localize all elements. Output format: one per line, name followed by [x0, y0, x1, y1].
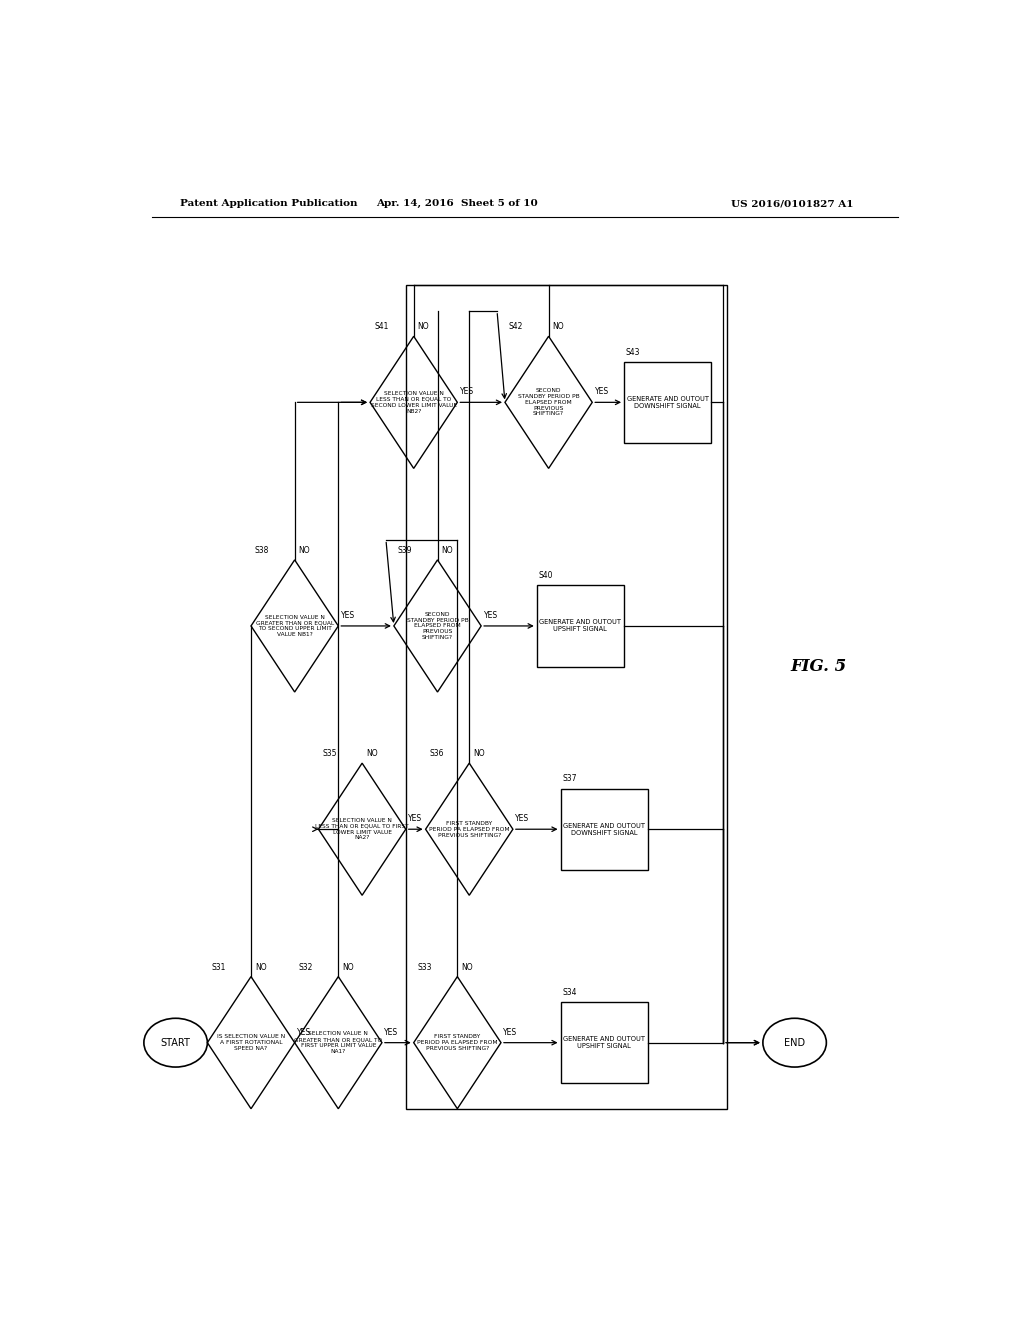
Bar: [560, 1002, 648, 1084]
Text: GENERATE AND OUTOUT
DOWNSHIFT SIGNAL: GENERATE AND OUTOUT DOWNSHIFT SIGNAL: [563, 822, 645, 836]
Text: S34: S34: [562, 987, 577, 997]
Text: NO: NO: [367, 748, 378, 758]
Text: FIRST STANDBY
PERIOD PA ELAPSED FROM
PREVIOUS SHIFTING?: FIRST STANDBY PERIOD PA ELAPSED FROM PRE…: [429, 821, 510, 837]
Text: NO: NO: [342, 962, 354, 972]
Text: S42: S42: [509, 322, 523, 331]
Text: FIRST STANDBY
PERIOD PA ELAPSED FROM
PREVIOUS SHIFTING?: FIRST STANDBY PERIOD PA ELAPSED FROM PRE…: [417, 1035, 498, 1051]
Text: SELECTION VALUE N
GREATER THAN OR EQUAL
TO SECOND UPPER LIMIT
VALUE NB1?: SELECTION VALUE N GREATER THAN OR EQUAL …: [256, 615, 334, 638]
Text: YES: YES: [341, 611, 354, 620]
Text: GENERATE AND OUTOUT
DOWNSHIFT SIGNAL: GENERATE AND OUTOUT DOWNSHIFT SIGNAL: [627, 396, 709, 409]
Text: S37: S37: [562, 775, 577, 784]
Text: START: START: [161, 1038, 190, 1048]
Text: YES: YES: [409, 814, 422, 824]
Text: END: END: [784, 1038, 805, 1048]
Bar: [406, 285, 727, 1109]
Text: S40: S40: [539, 572, 553, 581]
Text: SELECTION VALUE N
LESS THAN OR EQUAL TO FIRST
LOWER LIMIT VALUE
NA2?: SELECTION VALUE N LESS THAN OR EQUAL TO …: [315, 818, 409, 841]
Text: NO: NO: [441, 545, 453, 554]
Text: YES: YES: [515, 814, 529, 824]
Text: S35: S35: [323, 748, 337, 758]
Text: S32: S32: [299, 962, 313, 972]
Text: S39: S39: [397, 545, 413, 554]
Text: S36: S36: [430, 748, 444, 758]
Text: YES: YES: [483, 611, 498, 620]
Text: YES: YES: [460, 387, 474, 396]
Text: YES: YES: [504, 1027, 517, 1036]
Text: FIG. 5: FIG. 5: [791, 659, 847, 675]
Text: SECOND
STANDBY PERIOD PB
ELAPSED FROM
PREVIOUS
SHIFTING?: SECOND STANDBY PERIOD PB ELAPSED FROM PR…: [518, 388, 580, 416]
Text: NO: NO: [461, 962, 473, 972]
Text: SECOND
STANDBY PERIOD PB
ELAPSED FROM
PREVIOUS
SHIFTING?: SECOND STANDBY PERIOD PB ELAPSED FROM PR…: [407, 612, 468, 640]
Text: YES: YES: [297, 1027, 311, 1036]
Bar: [624, 362, 712, 444]
Text: YES: YES: [595, 387, 608, 396]
Text: NO: NO: [553, 322, 564, 331]
Text: US 2016/0101827 A1: US 2016/0101827 A1: [731, 199, 854, 209]
Text: SELECTION VALUE N
LESS THAN OR EQUAL TO
SECOND LOWER LIMIT VALUE
NB2?: SELECTION VALUE N LESS THAN OR EQUAL TO …: [371, 391, 457, 413]
Text: S31: S31: [211, 962, 225, 972]
Text: GENERATE AND OUTOUT
UPSHIFT SIGNAL: GENERATE AND OUTOUT UPSHIFT SIGNAL: [540, 619, 622, 632]
Text: YES: YES: [384, 1027, 398, 1036]
Text: Patent Application Publication: Patent Application Publication: [179, 199, 357, 209]
Text: S33: S33: [418, 962, 432, 972]
Text: NO: NO: [299, 545, 310, 554]
Text: NO: NO: [418, 322, 429, 331]
Text: NO: NO: [255, 962, 266, 972]
Text: IS SELECTION VALUE N
A FIRST ROTATIONAL
SPEED NA?: IS SELECTION VALUE N A FIRST ROTATIONAL …: [217, 1035, 285, 1051]
Text: S41: S41: [374, 322, 388, 331]
Text: SELECTION VALUE N
GREATER THAN OR EQUAL TO
FIRST UPPER LIMIT VALUE
NA1?: SELECTION VALUE N GREATER THAN OR EQUAL …: [294, 1031, 382, 1053]
Text: GENERATE AND OUTOUT
UPSHIFT SIGNAL: GENERATE AND OUTOUT UPSHIFT SIGNAL: [563, 1036, 645, 1049]
Bar: [560, 788, 648, 870]
Text: Apr. 14, 2016  Sheet 5 of 10: Apr. 14, 2016 Sheet 5 of 10: [377, 199, 539, 209]
Text: S38: S38: [255, 545, 269, 554]
Bar: [537, 585, 624, 667]
Text: S43: S43: [626, 347, 640, 356]
Text: NO: NO: [473, 748, 484, 758]
